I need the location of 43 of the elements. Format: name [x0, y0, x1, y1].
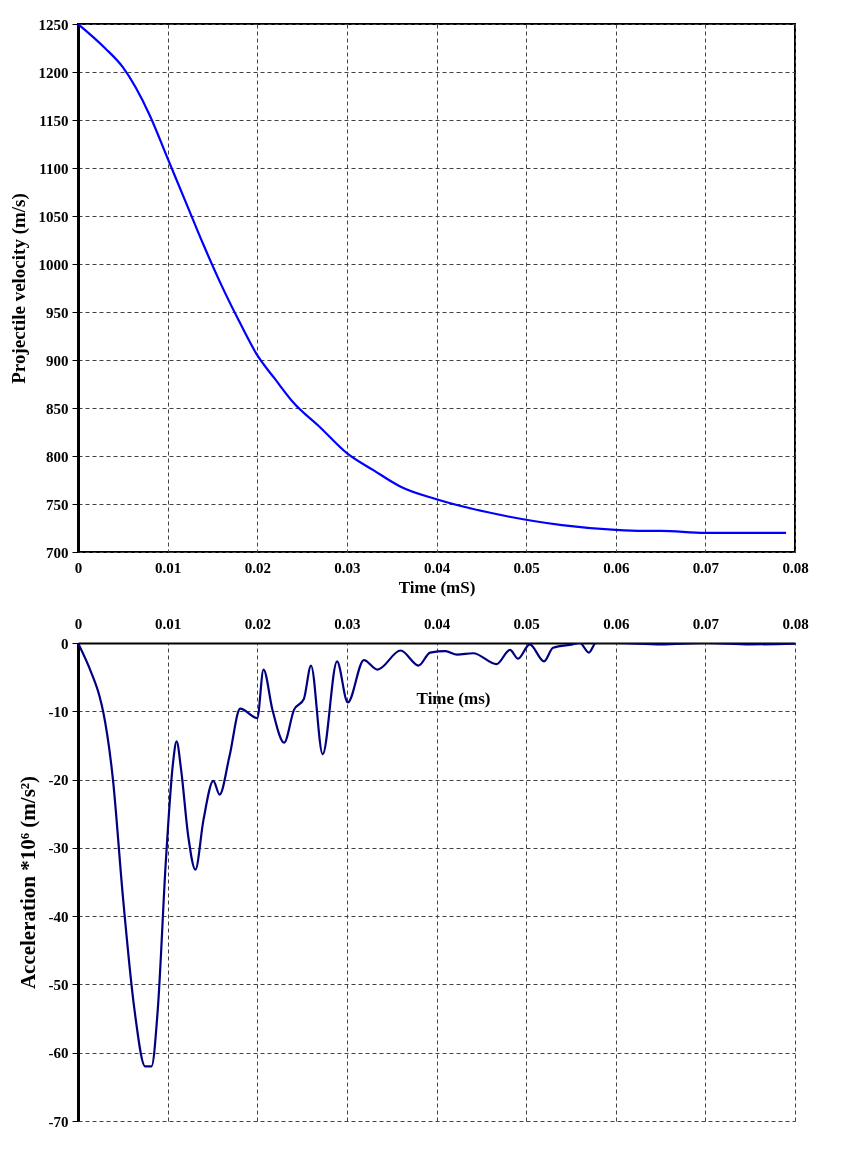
y-tick-label: -50	[48, 976, 69, 993]
y-axis-title: Projectile velocity (m/s)	[7, 193, 30, 384]
y-tick-label: 800	[46, 448, 69, 465]
x-tick-label: 0.07	[692, 559, 720, 576]
y-tick-label: 1200	[38, 64, 69, 81]
x-tick-label: 0.04	[423, 559, 451, 576]
x-tick-label: 0.02	[244, 559, 271, 576]
y-tick-label: 700	[46, 544, 69, 561]
y-tick-label: 1150	[39, 112, 69, 129]
x-tick-label: 0	[74, 559, 83, 576]
y-tick-label: 1000	[38, 256, 69, 273]
x-tick-label: 0.01	[155, 615, 182, 632]
x-tick-label: 0.08	[782, 615, 809, 632]
x-tick-label: 0.03	[334, 615, 361, 632]
y-tick-label: -70	[48, 1113, 69, 1130]
y-tick-label: 1100	[39, 160, 69, 177]
x-tick-label: 0.01	[155, 559, 182, 576]
y-tick-label: 0	[61, 635, 69, 652]
x-tick-label: 0.06	[603, 615, 630, 632]
y-tick-label: 900	[46, 352, 69, 369]
line-series	[78, 24, 788, 534]
y-tick-label: -10	[48, 703, 69, 720]
x-tick-label: 0.05	[513, 615, 540, 632]
x-tick-label: 0.03	[334, 559, 361, 576]
y-tick-label: 1250	[38, 16, 69, 33]
x-tick-label: 0.08	[782, 559, 809, 576]
x-tick-label: 0.07	[692, 615, 720, 632]
y-tick-label: -40	[48, 908, 69, 925]
y-tick-label: 1050	[38, 208, 69, 225]
x-axis-title: Time (mS)	[398, 577, 476, 597]
x-tick-label: 0	[74, 615, 83, 632]
y-tick-label: 850	[46, 400, 69, 417]
y-tick-label: -60	[48, 1045, 69, 1062]
y-tick-label: -30	[48, 840, 69, 857]
x-tick-label: 0.06	[603, 559, 630, 576]
y-tick-label: 950	[46, 304, 69, 321]
y-tick-label: 750	[46, 496, 69, 513]
x-tick-label: 0.04	[423, 615, 451, 632]
y-axis-title: Acceleration *10⁶ (m/s²)	[15, 775, 40, 990]
x-axis-title: Time (ms)	[416, 688, 491, 708]
y-tick-label: -20	[48, 772, 69, 789]
x-tick-label: 0.05	[513, 559, 540, 576]
x-tick-label: 0.02	[244, 615, 271, 632]
